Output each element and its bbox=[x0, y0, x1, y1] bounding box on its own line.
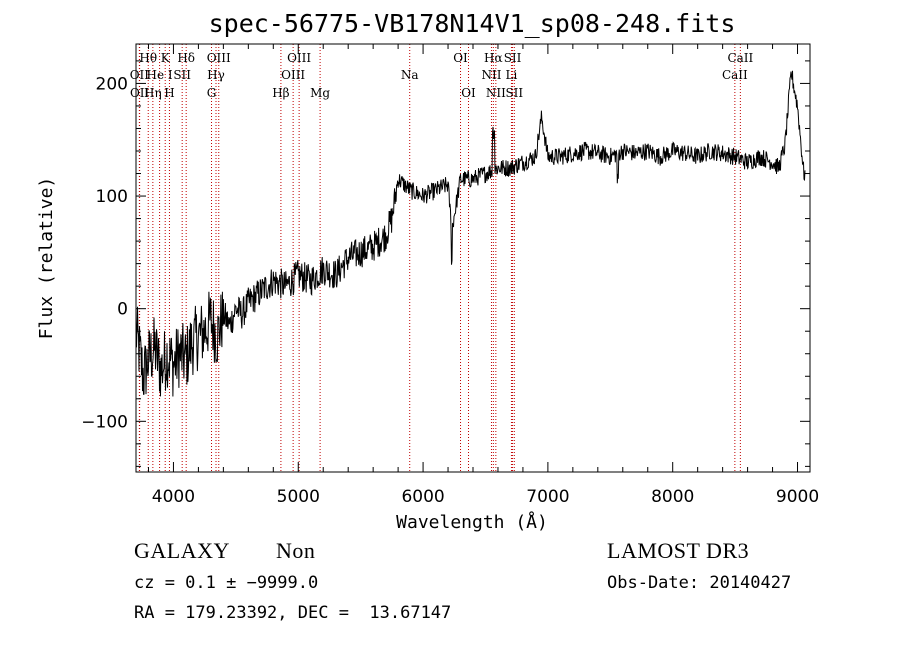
x-tick-label-1: 5000 bbox=[277, 487, 320, 507]
y-axis-label: Flux (relative) bbox=[36, 177, 57, 340]
line-label-4: Hη bbox=[144, 86, 162, 100]
line-label-9: OIII bbox=[207, 51, 231, 65]
line-label-21: NII bbox=[486, 86, 506, 100]
line-label-7: SII bbox=[173, 68, 191, 82]
line-label-15: Mg bbox=[310, 86, 330, 100]
survey-name: LAMOST DR3 bbox=[607, 538, 750, 563]
line-label-3: He I bbox=[147, 68, 173, 82]
line-label-17: OI bbox=[453, 51, 468, 65]
line-label-0: OII bbox=[130, 68, 150, 82]
line-label-25: CaII bbox=[727, 51, 753, 65]
plot-frame bbox=[135, 43, 811, 473]
subclass: Non bbox=[276, 538, 316, 563]
line-label-10: Hγ bbox=[207, 68, 225, 82]
line-label-24: SII bbox=[505, 86, 523, 100]
line-label-19: NII bbox=[481, 68, 501, 82]
line-label-6: H bbox=[164, 86, 174, 100]
y-tick-label-1: 0 bbox=[117, 300, 128, 320]
chart-title: spec-56775-VB178N14V1_sp08-248.fits bbox=[209, 9, 736, 38]
y-tick-label-2: 100 bbox=[96, 187, 128, 207]
x-tick-label-3: 7000 bbox=[526, 487, 569, 507]
y-axis: −100 0 100 200 bbox=[81, 60, 810, 467]
line-label-26: CaII bbox=[722, 68, 748, 82]
x-axis: 4000 5000 6000 7000 8000 9000 bbox=[147, 44, 819, 507]
line-label-16: Na bbox=[401, 68, 419, 82]
line-label-11: G bbox=[207, 86, 217, 100]
line-label-14: OIII bbox=[287, 51, 311, 65]
obs-date: Obs-Date: 20140427 bbox=[607, 573, 792, 593]
line-label-1: OII bbox=[130, 86, 150, 100]
x-axis-label: Wavelength (Å) bbox=[396, 511, 548, 533]
x-tick-label-5: 9000 bbox=[776, 487, 819, 507]
line-label-5: K bbox=[161, 51, 171, 65]
line-label-2: Hθ bbox=[139, 51, 157, 65]
line-markers bbox=[138, 44, 741, 472]
object-class: GALAXY bbox=[134, 538, 230, 563]
x-tick-label-2: 6000 bbox=[401, 487, 444, 507]
line-label-12: Hβ bbox=[272, 86, 289, 100]
line-label-13: OIII bbox=[281, 68, 305, 82]
x-tick-label-0: 4000 bbox=[152, 487, 195, 507]
line-labels: OII OII Hθ He I Hη K H SII Hδ OIII Hγ G Hβ OIII OIII Mg… bbox=[130, 51, 754, 100]
line-label-23: Li bbox=[506, 68, 518, 82]
line-label-8: Hδ bbox=[177, 51, 195, 65]
spectrum-series bbox=[135, 70, 806, 397]
redshift-cz: cz = 0.1 ± −9999.0 bbox=[134, 573, 319, 593]
y-tick-label-3: 200 bbox=[96, 74, 128, 94]
ra-dec: RA = 179.23392, DEC = 13.67147 bbox=[134, 603, 452, 623]
line-label-22: SII bbox=[504, 51, 522, 65]
line-label-20: Hα bbox=[484, 51, 503, 65]
x-tick-label-4: 8000 bbox=[651, 487, 694, 507]
y-tick-label-0: −100 bbox=[81, 412, 128, 432]
line-label-18: OI bbox=[461, 86, 476, 100]
spectrum-chart: spec-56775-VB178N14V1_sp08-248.fits OIIO… bbox=[36, 9, 819, 533]
